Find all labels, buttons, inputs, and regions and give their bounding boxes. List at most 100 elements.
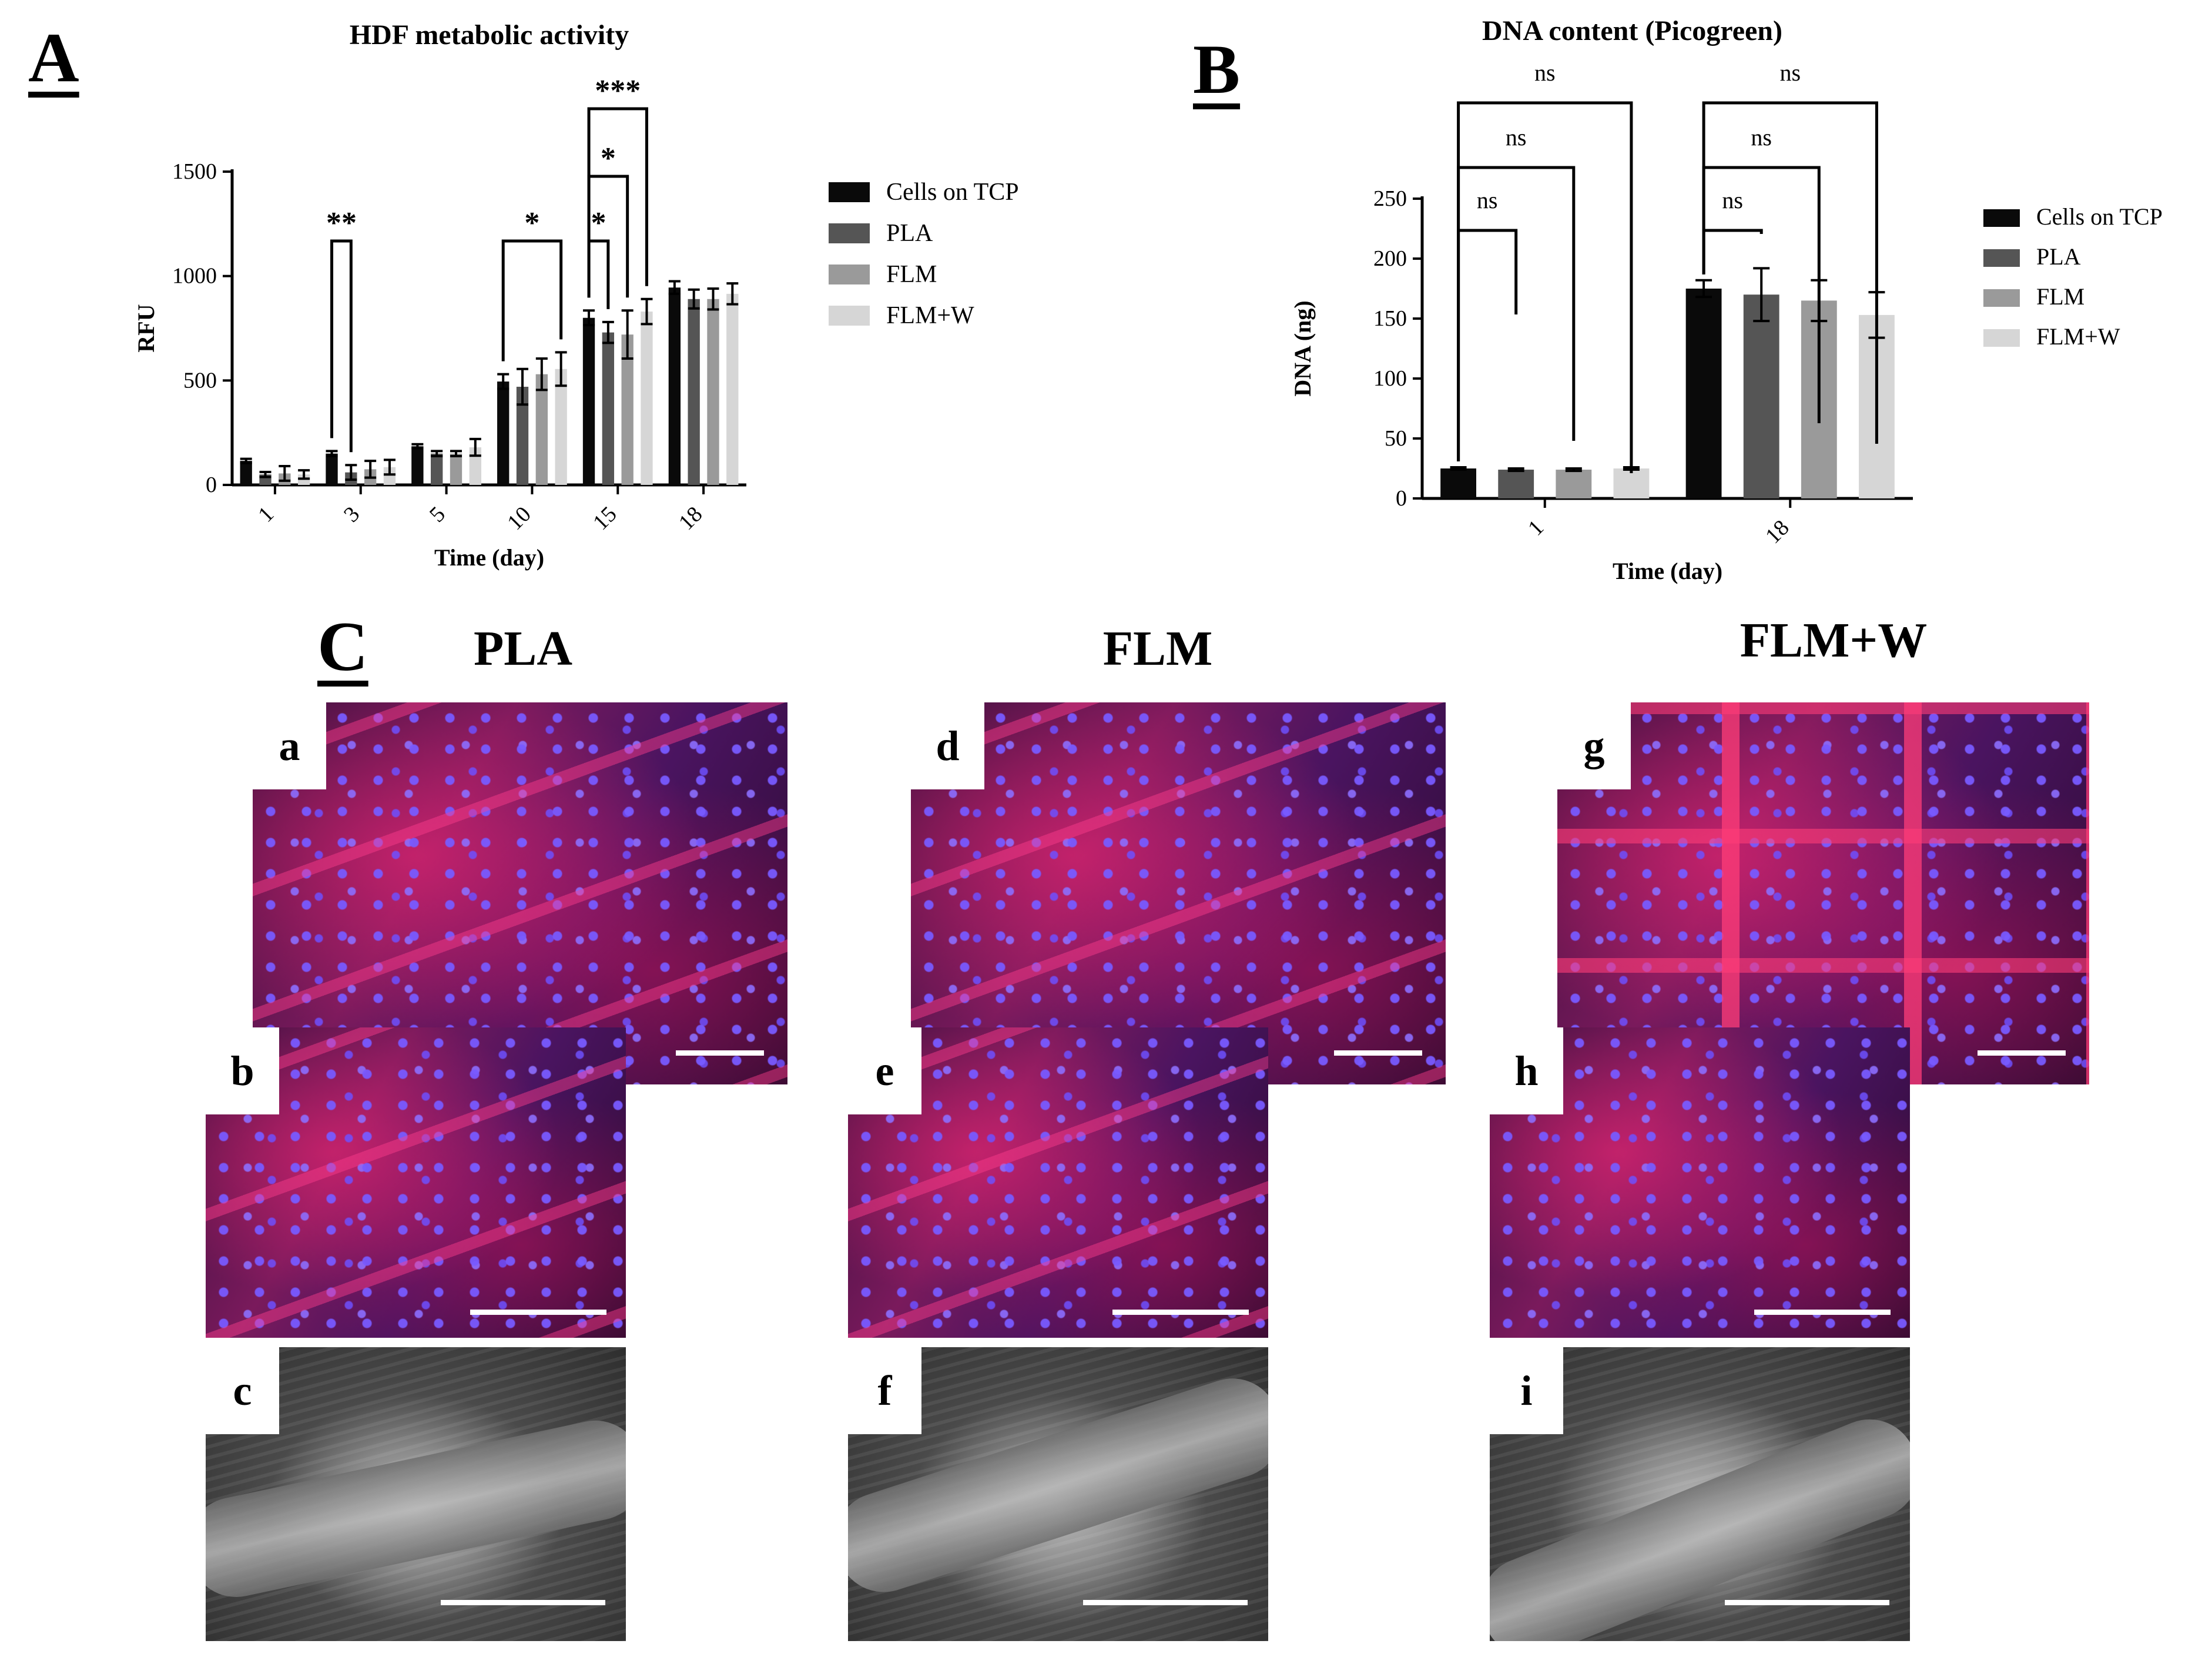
legend-swatch <box>1983 289 2020 307</box>
legend-label: PLA <box>886 220 933 247</box>
bar <box>431 453 443 485</box>
bar <box>621 334 634 485</box>
bar <box>497 381 510 485</box>
scale-bar <box>470 1310 606 1315</box>
y-tick-label: 250 <box>1373 186 1407 211</box>
column-title-pla: PLA <box>474 621 572 676</box>
scale-bar <box>441 1600 605 1605</box>
y-tick-label: 500 <box>183 368 217 393</box>
significance-label: * <box>524 206 539 240</box>
significance-label: ** <box>326 206 357 240</box>
micrograph-b: b <box>206 1027 626 1338</box>
x-axis-label: Time (day) <box>1613 558 1722 584</box>
y-axis-label: DNA (ng) <box>1289 300 1316 396</box>
bar <box>1743 294 1779 498</box>
legend-swatch <box>1983 209 2020 227</box>
legend-label: FLM <box>2036 283 2084 310</box>
micrograph-label-g: g <box>1557 702 1631 789</box>
significance-label: ns <box>1477 187 1498 213</box>
bar <box>707 299 719 485</box>
chart-title: HDF metabolic activity <box>350 19 629 51</box>
bar <box>688 299 700 485</box>
sem-image-f: f <box>848 1347 1268 1641</box>
bar <box>383 467 396 485</box>
legend-label: Cells on TCP <box>2036 203 2163 230</box>
x-tick-label: 1 <box>1523 515 1549 541</box>
significance-label: ns <box>1722 187 1743 213</box>
x-tick-label: 10 <box>502 502 536 535</box>
micrograph-label-e: e <box>848 1027 921 1114</box>
x-tick-label: 18 <box>674 502 708 535</box>
y-tick-label: 1000 <box>172 264 217 289</box>
sem-image-c: c <box>206 1347 626 1641</box>
scale-bar <box>1083 1600 1248 1605</box>
bar <box>240 461 252 485</box>
significance-label: * <box>601 142 616 175</box>
micrograph-h: h <box>1490 1027 1910 1338</box>
micrograph-a: a <box>253 702 787 1084</box>
y-tick-label: 50 <box>1385 426 1407 451</box>
y-axis-label: RFU <box>133 304 159 352</box>
significance-bracket <box>330 239 353 453</box>
bar <box>1498 470 1534 498</box>
legend-label: FLM <box>886 261 937 288</box>
micrograph-label-h: h <box>1490 1027 1563 1114</box>
micrograph-g: g <box>1557 702 2089 1084</box>
legend-label: FLM+W <box>886 302 974 329</box>
scale-bar <box>676 1050 764 1056</box>
y-tick-label: 0 <box>206 473 217 497</box>
significance-label: ns <box>1779 59 1801 86</box>
legend-swatch <box>1983 329 2020 347</box>
bar <box>1556 470 1592 498</box>
bar <box>326 453 338 485</box>
significance-label: ns <box>1506 124 1527 150</box>
micrograph-label-b: b <box>206 1027 279 1114</box>
column-title-flm: FLM <box>1102 621 1213 676</box>
bar <box>535 374 548 485</box>
bar <box>1440 468 1476 498</box>
bar <box>726 293 739 485</box>
legend-swatch <box>829 265 870 284</box>
y-tick-label: 100 <box>1373 366 1407 391</box>
scale-bar <box>1725 1600 1889 1605</box>
x-tick-label: 1 <box>253 502 279 527</box>
significance-bracket <box>587 107 648 298</box>
legend-label: PLA <box>2036 243 2081 270</box>
micrograph-label-c: c <box>206 1347 279 1434</box>
micrograph-label-d: d <box>911 702 984 789</box>
significance-label: ns <box>1534 59 1556 86</box>
significance-bracket <box>1702 229 1763 274</box>
micrograph-e: e <box>848 1027 1268 1338</box>
scale-bar <box>1112 1310 1249 1315</box>
scale-bar <box>1978 1050 2066 1056</box>
bar <box>668 287 681 485</box>
legend-label: Cells on TCP <box>886 179 1019 206</box>
legend-swatch <box>829 223 870 243</box>
bar <box>555 369 567 485</box>
micrograph-d: d <box>911 702 1446 1084</box>
significance-bracket <box>1702 101 1878 444</box>
chart-hdf-metabolic-activity: HDF metabolic activity 0 500 1000 1500 RFU Tim… <box>133 19 1019 571</box>
significance-bracket <box>1457 101 1633 473</box>
chart-title: DNA content (Picogreen) <box>1482 15 1782 46</box>
scale-bar <box>1754 1310 1891 1315</box>
bar <box>602 332 615 485</box>
significance-bracket <box>501 239 563 361</box>
significance-label: *** <box>595 74 641 108</box>
bar <box>516 386 529 485</box>
y-tick-label: 150 <box>1373 306 1407 331</box>
significance-bracket <box>1457 229 1518 461</box>
bar <box>641 312 653 485</box>
legend-label: FLM+W <box>2036 323 2120 350</box>
bar <box>582 317 595 485</box>
panel-letter-c: C <box>317 607 368 685</box>
scale-bar <box>1334 1050 1422 1056</box>
significance-label: * <box>591 206 606 240</box>
bar <box>1613 468 1650 498</box>
x-tick-label: 15 <box>588 502 622 535</box>
x-tick-label: 18 <box>1761 515 1794 549</box>
column-title-flm-w: FLM+W <box>1740 613 1928 668</box>
bar <box>411 446 424 485</box>
panel-letter-a: A <box>28 18 79 96</box>
y-tick-label: 0 <box>1396 486 1407 511</box>
